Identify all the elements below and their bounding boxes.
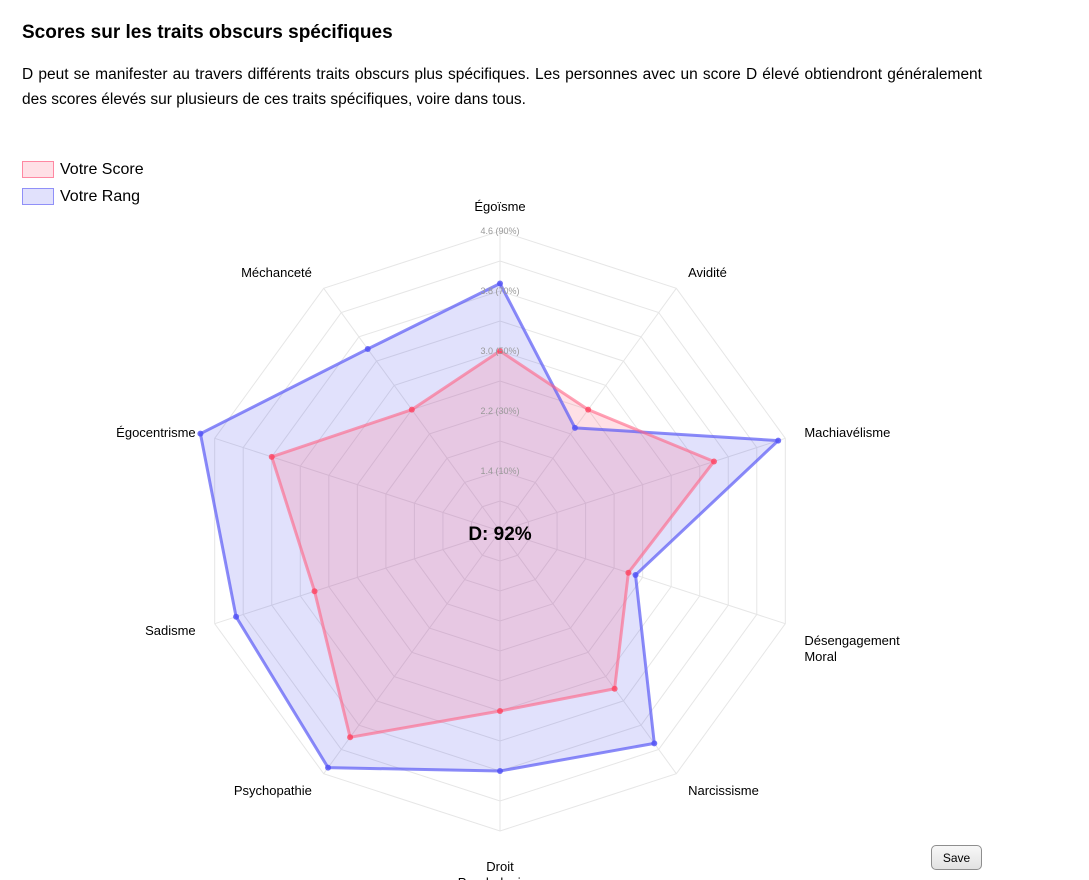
data-point-rank: [651, 740, 658, 747]
axis-label-line: Égocentrisme: [116, 425, 195, 440]
data-point-rank: [233, 613, 240, 620]
axis-label-line: Égoïsme: [474, 199, 525, 214]
data-point-score: [408, 406, 415, 413]
axis-label: Méchanceté: [241, 265, 312, 280]
series-area-score: [271, 351, 714, 738]
radial-tick-label: 4.6 (90%): [480, 226, 519, 236]
radial-tick-label: 3.8 (70%): [480, 286, 519, 296]
grid-spoke: [323, 530, 501, 774]
radial-tick-label: 1.4 (10%): [480, 466, 519, 476]
axis-label-line: Moral: [804, 649, 837, 664]
data-point-rank: [197, 430, 204, 437]
data-point-rank: [325, 764, 332, 771]
axis-label: Désengagement Moral: [804, 633, 900, 664]
axis-label-line: Désengagement: [804, 633, 900, 648]
axis-label-line: Narcissisme: [688, 783, 759, 798]
axis-label-line: Avidité: [688, 265, 727, 280]
legend-item-rank[interactable]: Votre Rang: [22, 183, 144, 210]
legend-swatch-score: [22, 161, 54, 178]
legend-label-score: Votre Score: [60, 160, 144, 178]
chart-legend: Votre Score Votre Rang: [22, 156, 144, 210]
data-point-score: [497, 348, 503, 354]
data-point-score: [497, 708, 503, 714]
axis-label-line: Méchanceté: [241, 265, 312, 280]
data-point-score: [611, 685, 618, 692]
data-point-rank: [775, 437, 782, 444]
data-point-score: [710, 458, 717, 465]
legend-label-rank: Votre Rang: [60, 187, 141, 205]
axis-label-line: Psychopathie: [234, 783, 312, 798]
axis-label: Sadisme: [145, 623, 196, 638]
axis-label: Égocentrisme: [116, 425, 195, 440]
legend-item-score[interactable]: Votre Score: [22, 156, 144, 183]
axis-label: Narcissisme: [688, 783, 759, 798]
legend-swatch-rank: [22, 188, 54, 205]
data-point-rank: [571, 424, 578, 431]
grid-spoke: [499, 437, 786, 532]
grid-spoke: [499, 530, 677, 774]
data-point-score: [585, 406, 592, 413]
data-point-score: [311, 588, 318, 595]
data-point-score: [268, 453, 275, 460]
axis-label: Égoïsme: [474, 199, 525, 214]
axis-label: Machiavélisme: [804, 425, 890, 440]
axis-label-line: Psychologique: [458, 875, 543, 880]
save-button[interactable]: Save: [931, 845, 982, 870]
data-point-rank: [497, 768, 503, 774]
axis-label-line: Droit: [486, 859, 514, 874]
page-title: Scores sur les traits obscurs spécifique…: [22, 22, 393, 43]
radial-tick-label: 2.2 (30%): [480, 406, 519, 416]
data-point-score: [625, 569, 632, 576]
axis-label-line: Machiavélisme: [804, 425, 890, 440]
page-description: D peut se manifester au travers différen…: [22, 66, 982, 108]
axis-label: Psychopathie: [234, 783, 312, 798]
data-point-rank: [364, 345, 371, 352]
center-label: D: 92%: [468, 524, 531, 545]
data-point-score: [347, 734, 354, 741]
data-point-rank: [497, 280, 503, 287]
grid-spoke: [499, 530, 786, 625]
axis-label: DroitPsychologique: [458, 859, 543, 880]
data-point-rank: [632, 572, 639, 579]
series-area-rank: [200, 283, 779, 771]
grid-spoke: [214, 437, 501, 532]
radial-tick-label: 3.0 (50%): [480, 346, 519, 356]
axis-label-line: Sadisme: [145, 623, 196, 638]
axis-label: Avidité: [688, 265, 727, 280]
grid-spoke: [214, 530, 501, 625]
